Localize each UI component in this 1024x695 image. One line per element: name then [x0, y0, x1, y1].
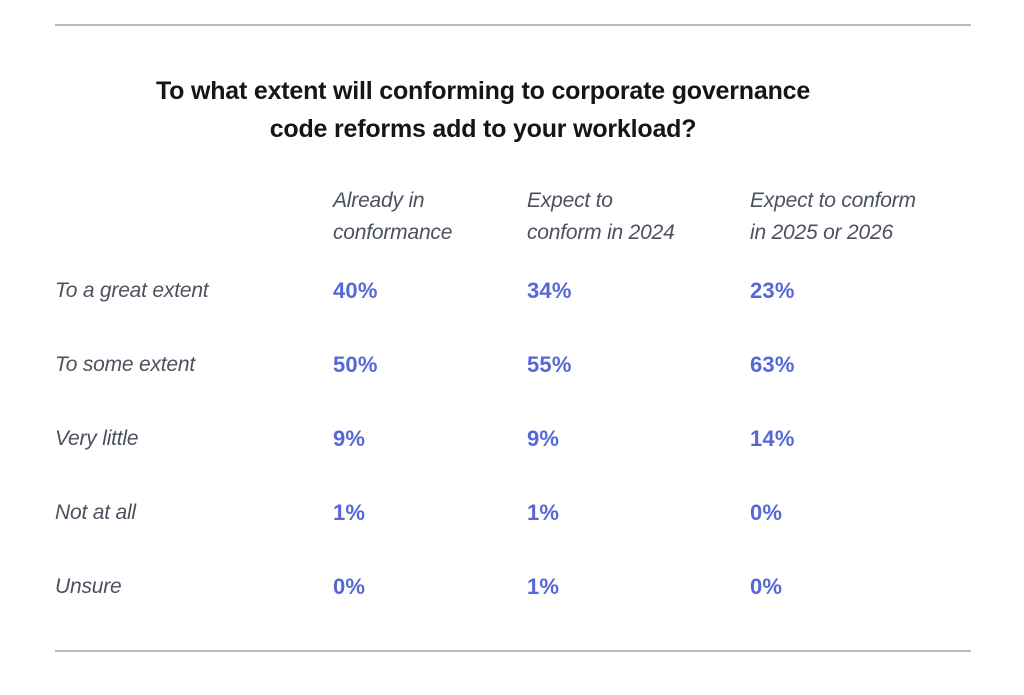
value: 1%: [333, 500, 366, 525]
value-cell: 50%: [333, 328, 527, 402]
column-header-line: in 2025 or 2026: [750, 221, 893, 244]
column-header-expect-2024: Expect to conform in 2024: [527, 185, 750, 254]
column-header-expect-2025-2026: Expect to conform in 2025 or 2026: [750, 185, 971, 254]
value-cell: 23%: [750, 254, 971, 328]
value: 1%: [527, 574, 560, 599]
table-row-label: Not at all: [55, 476, 333, 550]
row-label: Very little: [55, 427, 139, 450]
value-cell: 14%: [750, 402, 971, 476]
table-row-label: Unsure: [55, 550, 333, 624]
value: 9%: [333, 426, 366, 451]
column-header-line: Already in: [333, 189, 425, 212]
value-cell: 40%: [333, 254, 527, 328]
value: 40%: [333, 278, 378, 303]
value: 63%: [750, 352, 795, 377]
value: 9%: [527, 426, 560, 451]
column-header-already-in-conformance: Already in conformance: [333, 185, 527, 254]
value-cell: 1%: [527, 476, 750, 550]
value: 0%: [750, 500, 783, 525]
value-cell: 0%: [750, 550, 971, 624]
value-cell: 55%: [527, 328, 750, 402]
value: 50%: [333, 352, 378, 377]
value-cell: 0%: [333, 550, 527, 624]
value: 0%: [333, 574, 366, 599]
table-row-label: Very little: [55, 402, 333, 476]
table-row-label: To some extent: [55, 328, 333, 402]
value: 14%: [750, 426, 795, 451]
value: 0%: [750, 574, 783, 599]
table-row-label: To a great extent: [55, 254, 333, 328]
value-cell: 9%: [333, 402, 527, 476]
column-header-line: conformance: [333, 221, 453, 244]
value-cell: 0%: [750, 476, 971, 550]
column-header-line: conform in 2024: [527, 221, 675, 244]
value-cell: 1%: [527, 550, 750, 624]
value-cell: 34%: [527, 254, 750, 328]
value-cell: 63%: [750, 328, 971, 402]
row-label: Not at all: [55, 501, 136, 524]
chart-title: To what extent will conforming to corpor…: [55, 72, 971, 148]
header-spacer: [55, 185, 333, 254]
chart-title-line-1: To what extent will conforming to corpor…: [155, 77, 811, 105]
row-label: To a great extent: [55, 279, 209, 302]
value: 1%: [527, 500, 560, 525]
value: 34%: [527, 278, 572, 303]
column-header-line: Expect to: [527, 189, 613, 212]
chart-title-line-2: code reforms add to your workload?: [269, 115, 697, 143]
bottom-divider: [55, 650, 971, 652]
value: 23%: [750, 278, 795, 303]
value-cell: 1%: [333, 476, 527, 550]
value-cell: 9%: [527, 402, 750, 476]
top-divider: [55, 24, 971, 26]
column-header-line: Expect to conform: [750, 189, 916, 212]
row-label: Unsure: [55, 575, 122, 598]
survey-table-card: To what extent will conforming to corpor…: [0, 24, 1024, 695]
row-label: To some extent: [55, 353, 196, 376]
survey-table: Already in conformance Expect to conform…: [55, 185, 971, 624]
value: 55%: [527, 352, 572, 377]
